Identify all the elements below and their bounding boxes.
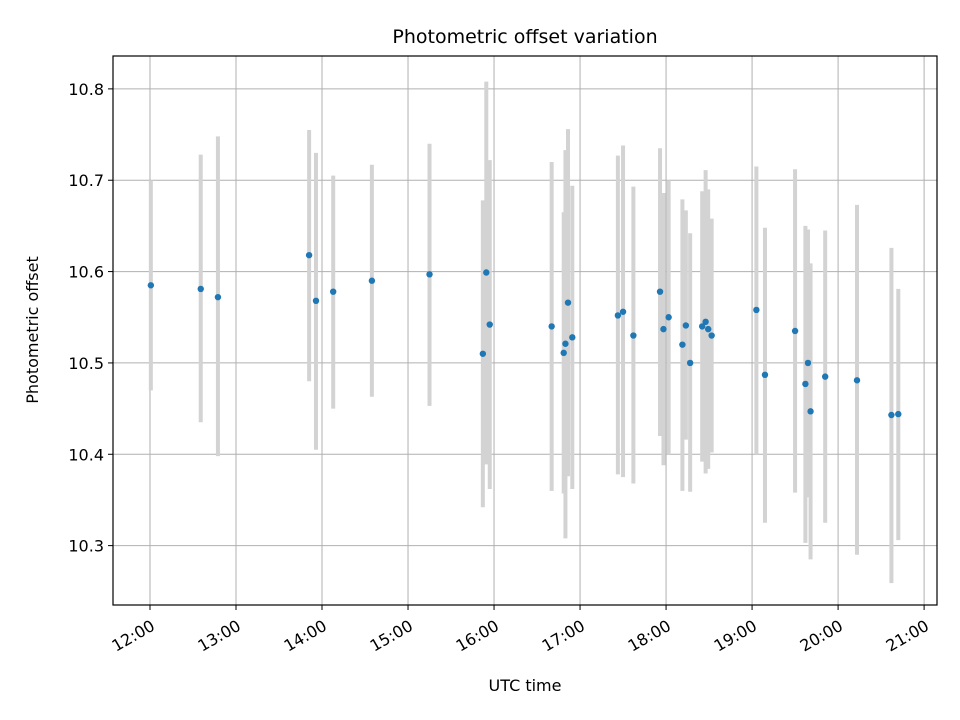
data-point (660, 325, 667, 333)
plot-frame (112, 55, 938, 606)
data-points (147, 251, 902, 419)
chart-title: Photometric offset variation (392, 26, 657, 48)
data-point (197, 285, 204, 293)
data-point (483, 269, 490, 276)
data-point (147, 282, 155, 289)
data-point (312, 297, 320, 305)
data-point (214, 293, 222, 301)
data-point (486, 321, 493, 328)
data-point (679, 341, 686, 348)
data-point (368, 277, 376, 284)
data-point (705, 325, 712, 333)
y-tick-label: 10.3 (68, 537, 104, 556)
data-point (853, 377, 861, 384)
x-axis-title: UTC time (489, 676, 562, 695)
data-point (329, 288, 337, 295)
data-point (682, 322, 690, 329)
data-point (761, 371, 769, 379)
data-point (804, 359, 812, 367)
data-point (702, 318, 709, 326)
y-tick-label: 10.8 (68, 80, 104, 99)
data-point (791, 327, 799, 335)
data-point (562, 340, 569, 347)
y-tick-label: 10.5 (68, 354, 104, 373)
y-axis-ticks: 10.3 10.4 10.5 10.6 10.7 10.8 (68, 80, 113, 556)
y-tick-label: 10.6 (68, 263, 104, 282)
y-tick-label: 10.7 (68, 171, 104, 190)
data-point (895, 410, 902, 418)
data-point (564, 299, 572, 306)
data-point (560, 349, 567, 357)
data-point (619, 308, 627, 315)
data-point (802, 380, 809, 388)
data-point (548, 323, 555, 330)
data-point (426, 271, 433, 278)
data-point (686, 359, 694, 367)
data-point (807, 408, 814, 415)
data-point (698, 323, 706, 330)
data-point (656, 288, 664, 295)
data-point (888, 411, 895, 419)
data-point (479, 350, 487, 357)
data-point (708, 332, 715, 339)
data-point (821, 373, 829, 380)
data-point (753, 306, 760, 314)
y-tick-label: 10.4 (68, 445, 104, 464)
data-point (614, 312, 622, 319)
data-point (305, 251, 313, 259)
data-point (665, 314, 672, 321)
data-point (630, 332, 637, 339)
data-point (569, 334, 576, 341)
y-axis-title: Photometric offset (23, 256, 42, 404)
grid (113, 56, 937, 605)
